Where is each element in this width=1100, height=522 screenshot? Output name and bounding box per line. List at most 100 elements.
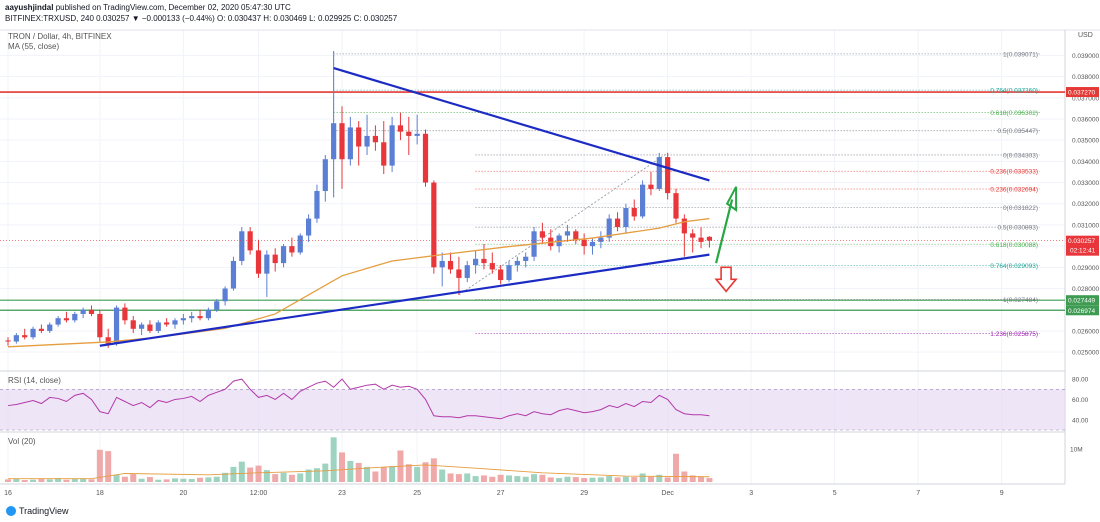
volume-bar [472,476,479,482]
volume-bar [322,463,329,482]
candle-body [205,309,211,319]
volume-bar [205,477,212,482]
countdown-text: 02:12:41 [1070,248,1096,255]
candle-body [372,135,378,143]
chart-header: aayushjindal published on TradingView.co… [0,0,1100,30]
trading-chart[interactable]: TRON / Dollar, 4h, BITFINEX MA (55, clos… [0,0,1100,502]
fib-lower-label: 0.236(0.032694) [990,187,1038,194]
moving-average [7,217,710,348]
candle-body [255,250,262,274]
candle-body [113,307,120,344]
publish-text: published on TradingView.com, December 0… [55,3,291,12]
volume-bar [447,473,454,482]
volume-bar [389,466,396,482]
volume-bar [556,478,563,482]
price-tick-label: 0.026000 [1072,328,1099,335]
candle-body [139,324,145,329]
candle-body [623,207,629,228]
tradingview-logo[interactable]: TradingView [6,506,69,516]
volume-bar [673,453,679,482]
volume-bar [656,474,663,482]
volume-bar [606,476,613,482]
candle-body [431,182,437,268]
candle-body [239,231,245,261]
volume-bar [247,467,254,482]
volume-bar [531,474,538,482]
fib-lower-anchor [458,152,668,296]
candle-body [289,246,295,253]
candle-body [640,184,646,217]
fibonacci-retracements[interactable]: 1(0.039071) 0.764(0.037360) 0.618(0.036302… [333,51,1040,338]
currency-label: USD [1078,32,1093,39]
volume-bar [464,473,471,482]
rsi-band [0,389,1065,430]
volume-tick-label: 10M [1070,447,1083,454]
candle-body [589,241,596,247]
fib-lower-label: 0.5(0.030893) [998,225,1038,232]
volume-bar [96,449,103,482]
volume-bar [138,478,145,482]
time-tick-label: 18 [96,490,104,497]
candle-body [564,231,571,236]
volume-bar [130,474,137,482]
candle-body [381,142,387,166]
volume-bar [514,476,521,482]
candle-body [447,260,454,270]
time-tick-label: 23 [338,490,346,497]
candle-body [22,335,28,338]
candle-body [498,269,504,281]
horizontal-lines[interactable] [0,91,1065,311]
candle-body [481,258,487,264]
volume-bar [180,478,187,482]
candle-body [364,135,370,147]
volume-bar [71,479,78,482]
candle-body [147,324,153,331]
volume-ma-line [8,464,710,480]
support-price-tag [1066,295,1099,306]
time-tick-label: 9 [1000,490,1004,497]
candle-body [473,258,479,266]
volume-bar [188,479,195,482]
ticker-line: BITFINEX:TRXUSD, 240 0.030257 ▼ −0.00013… [5,14,398,23]
candle-body [422,133,429,183]
time-tick-label: 25 [413,490,421,497]
volume-bar [414,466,421,482]
volume-bar [631,477,638,482]
volume-bar [639,473,646,482]
volume-bar [272,474,279,482]
rsi-line [7,378,710,420]
price-axis[interactable]: 0.039000 0.038000 0.037000 0.036000 0.035000… [0,53,1099,357]
fib-upper-label: 0.764(0.037360) [990,88,1038,95]
candle-body [122,307,128,321]
volume-bar [88,479,95,482]
candle-body [247,231,253,251]
volume-bar [38,479,45,482]
fib-upper-label: 1(0.039071) [1003,51,1038,58]
candle-body [55,318,61,325]
trendlines[interactable] [99,67,710,347]
price-tick-label: 0.039000 [1072,53,1099,60]
volume-bar [263,470,270,482]
last-price-tag [1066,235,1099,256]
volume-bar [497,474,504,482]
volume-bar [706,478,713,482]
volume-bar [364,466,371,482]
rsi-tick-label: 80.00 [1072,377,1089,384]
volume-bar [121,476,128,482]
time-axis[interactable]: 16 18 20 12:00 23 25 27 29 Dec 3 5 7 9 [4,490,1004,497]
candle-body [389,125,395,166]
candle-body [222,288,228,302]
publish-info: aayushjindal published on TradingView.co… [5,3,291,12]
publisher-name[interactable]: aayushjindal [5,3,54,12]
rsi-indicator: 80.00 60.00 40.00 [0,377,1089,431]
candle-body [214,301,220,310]
volume-bar [330,437,337,482]
candle-body [280,246,287,264]
candle-body [606,218,612,238]
time-tick-label: 5 [833,490,837,497]
candle-body [673,193,679,219]
candle-body [690,233,696,238]
volume-bar [305,469,312,482]
arrow-annotations[interactable] [714,186,738,293]
volume-bar [297,473,304,482]
